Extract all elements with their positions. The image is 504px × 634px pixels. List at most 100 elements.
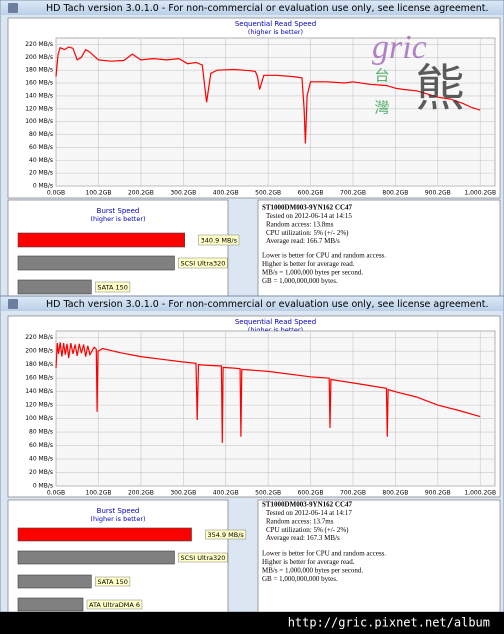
test-result: Random access: 13.8ms bbox=[266, 220, 334, 228]
info-panel bbox=[257, 199, 501, 301]
test-result: CPU utilization: 5% (+/- 2%) bbox=[266, 526, 349, 534]
y-tick-label: 120 MB/s bbox=[25, 105, 53, 112]
y-tick-label: 200 MB/s bbox=[25, 54, 53, 61]
chart-subtitle: (higher is better) bbox=[90, 515, 145, 523]
y-tick-label: 140 MB/s bbox=[25, 92, 53, 99]
y-tick-label: 0 MB/s bbox=[33, 183, 53, 190]
plot-area bbox=[55, 37, 496, 187]
x-tick-label: 600.2GB bbox=[298, 490, 324, 497]
chart-title: Burst Speed bbox=[97, 507, 140, 515]
plot-area bbox=[55, 330, 496, 487]
note: Lower is better for CPU and random acces… bbox=[262, 550, 386, 558]
y-tick-label: 20 MB/s bbox=[29, 469, 53, 476]
watermark-text: gric bbox=[372, 29, 427, 66]
note: MB/s = 1,000,000 bytes per second. bbox=[262, 268, 363, 276]
label-box bbox=[178, 552, 228, 563]
category-label: SCSI Ultra320 bbox=[180, 554, 225, 562]
title-bar bbox=[1, 1, 503, 15]
y-tick-label: 180 MB/s bbox=[25, 361, 53, 368]
y-tick-label: 200 MB/s bbox=[25, 348, 53, 355]
x-tick-label: 400.2GB bbox=[213, 190, 239, 197]
x-tick-label: 900.2GB bbox=[425, 190, 451, 197]
footer-url: http://gric.pixnet.net/album bbox=[288, 616, 490, 630]
x-tick-label: 1,000.2GB bbox=[464, 190, 496, 197]
note: GB = 1,000,000,000 bytes. bbox=[262, 277, 338, 285]
y-tick-label: 40 MB/s bbox=[29, 456, 53, 463]
bar bbox=[17, 597, 84, 612]
value-label: 340.9 MB/s bbox=[201, 237, 238, 245]
read-speed-line bbox=[55, 46, 481, 144]
y-tick-label: 180 MB/s bbox=[25, 67, 53, 74]
x-tick-label: 0.0GB bbox=[47, 190, 65, 197]
window-title: HD Tach version 3.0.1.0 - For non-commer… bbox=[46, 3, 489, 14]
y-tick-label: 20 MB/s bbox=[29, 170, 53, 177]
note: Higher is better for average read. bbox=[262, 260, 355, 268]
test-result: Average read: 167.3 MB/s bbox=[266, 534, 340, 542]
drive-name: ST1000DM003-9YN162 CC47 bbox=[262, 204, 353, 212]
y-tick-label: 120 MB/s bbox=[25, 402, 53, 409]
x-tick-label: 1,000.2GB bbox=[464, 490, 496, 497]
x-tick-label: 700.2GB bbox=[340, 190, 366, 197]
chart-subtitle: (higher is better) bbox=[248, 28, 303, 36]
app-icon bbox=[8, 3, 18, 13]
category-label: SATA 150 bbox=[97, 284, 128, 292]
x-tick-label: 400.2GB bbox=[213, 490, 239, 497]
x-tick-label: 300.2GB bbox=[170, 190, 196, 197]
watermark-char: 台 bbox=[374, 67, 389, 85]
label-box bbox=[198, 234, 240, 246]
bar bbox=[17, 527, 192, 542]
note: GB = 1,000,000,000 bytes. bbox=[262, 575, 338, 583]
y-tick-label: 80 MB/s bbox=[29, 131, 53, 138]
x-tick-label: 0.0GB bbox=[47, 490, 65, 497]
bar bbox=[17, 232, 185, 248]
test-result: Tested on 2012-06-14 at 14:15 bbox=[266, 212, 352, 220]
y-tick-label: 100 MB/s bbox=[25, 415, 53, 422]
x-tick-label: 300.2GB bbox=[170, 490, 196, 497]
x-tick-label: 800.2GB bbox=[382, 490, 408, 497]
read-speed-line bbox=[55, 342, 481, 443]
x-tick-label: 700.2GB bbox=[340, 490, 366, 497]
x-tick-label: 900.2GB bbox=[425, 490, 451, 497]
app-window: HD Tach version 3.0.1.0 - For non-commer… bbox=[0, 295, 504, 613]
watermark-char: 熊 bbox=[415, 60, 465, 118]
chart-subtitle: (higher is better) bbox=[90, 215, 145, 223]
y-tick-label: 160 MB/s bbox=[25, 80, 53, 87]
category-label: ATA UltraDMA 6 bbox=[89, 601, 140, 609]
app-window: HD Tach version 3.0.1.0 - For non-commer… bbox=[0, 0, 504, 301]
window-title: HD Tach version 3.0.1.0 - For non-commer… bbox=[46, 299, 489, 310]
y-tick-label: 80 MB/s bbox=[29, 429, 53, 436]
x-tick-label: 100.2GB bbox=[86, 490, 112, 497]
title-bar bbox=[1, 297, 503, 311]
label-box bbox=[95, 281, 131, 293]
y-tick-label: 140 MB/s bbox=[25, 388, 53, 395]
drive-name: ST1000DM003-9YN162 CC47 bbox=[262, 501, 353, 509]
watermark-char: 灣 bbox=[374, 99, 389, 117]
chart-subtitle: (higher is better) bbox=[248, 326, 303, 334]
bar bbox=[17, 550, 175, 565]
y-tick-label: 100 MB/s bbox=[25, 118, 53, 125]
chart-title: Burst Speed bbox=[97, 207, 140, 215]
value-label: 354.9 MB/s bbox=[208, 531, 245, 539]
y-tick-label: 160 MB/s bbox=[25, 375, 53, 382]
app-icon bbox=[8, 299, 18, 309]
chart-title: Sequential Read Speed bbox=[235, 20, 316, 28]
x-tick-label: 500.2GB bbox=[255, 190, 281, 197]
test-result: Tested on 2012-06-14 at 14:17 bbox=[266, 509, 352, 517]
category-label: SCSI Ultra320 bbox=[180, 260, 225, 268]
info-panel bbox=[257, 499, 501, 613]
y-tick-label: 60 MB/s bbox=[29, 144, 53, 151]
x-tick-label: 600.2GB bbox=[298, 190, 324, 197]
note: Lower is better for CPU and random acces… bbox=[262, 252, 386, 260]
category-label: SATA 150 bbox=[97, 578, 128, 586]
y-tick-label: 60 MB/s bbox=[29, 442, 53, 449]
bar bbox=[17, 574, 92, 589]
test-result: Random access: 13.7ms bbox=[266, 517, 334, 525]
note: MB/s = 1,000,000 bytes per second. bbox=[262, 566, 363, 574]
x-tick-label: 500.2GB bbox=[255, 490, 281, 497]
test-result: Average read: 166.7 MB/s bbox=[266, 237, 340, 245]
y-tick-label: 40 MB/s bbox=[29, 157, 53, 164]
x-tick-label: 200.2GB bbox=[128, 190, 154, 197]
label-box bbox=[86, 599, 143, 610]
